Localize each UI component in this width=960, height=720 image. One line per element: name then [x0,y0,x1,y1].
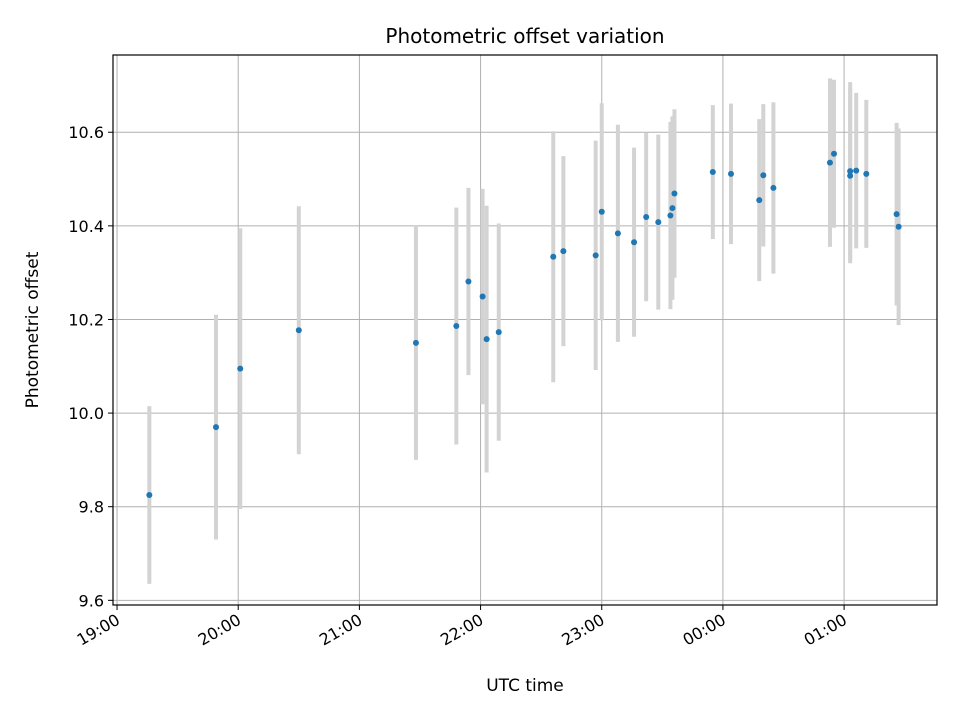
y-tick-label: 10.0 [68,404,104,423]
data-point [770,184,777,191]
data-point [831,150,837,157]
data-point [560,248,567,255]
y-tick-label: 10.2 [68,310,104,329]
data-point [550,253,557,260]
data-point [847,172,854,179]
data-point [826,159,833,166]
chart-title: Photometric offset variation [385,24,664,48]
y-tick-label: 9.6 [79,591,104,610]
data-point [495,329,502,336]
data-point [614,230,621,237]
data-point [709,169,716,176]
data-point [847,168,854,175]
data-point [669,205,676,212]
data-point [643,213,650,220]
data-point [483,336,490,343]
data-point [667,212,674,219]
data-point [671,190,678,197]
data-point [479,293,486,300]
data-point [213,424,219,431]
x-axis-label: UTC time [486,676,564,696]
data-point [295,327,302,334]
plot-frame [112,54,938,606]
data-point [863,170,870,177]
data-point [631,239,638,246]
data-point [655,219,662,226]
y-axis-label: Photometric offset [23,251,43,408]
data-point [453,323,460,330]
data-point [895,223,902,230]
y-tick-label: 10.6 [68,123,104,142]
y-tick-label: 9.8 [79,498,104,517]
data-point [760,172,767,179]
data-point [146,492,153,498]
data-point [853,167,860,174]
y-axis-ticks: 9.6 9.8 10.0 10.2 10.4 10.6 [68,123,113,610]
data-point [465,278,472,285]
data-point [237,365,244,372]
data-points [146,150,902,498]
data-point [893,211,900,218]
data-point [592,252,599,259]
data-point [412,339,419,346]
grid-lines [113,55,937,605]
data-point [756,197,763,204]
data-point [728,170,734,177]
data-point [598,208,605,215]
y-tick-label: 10.4 [68,217,104,236]
